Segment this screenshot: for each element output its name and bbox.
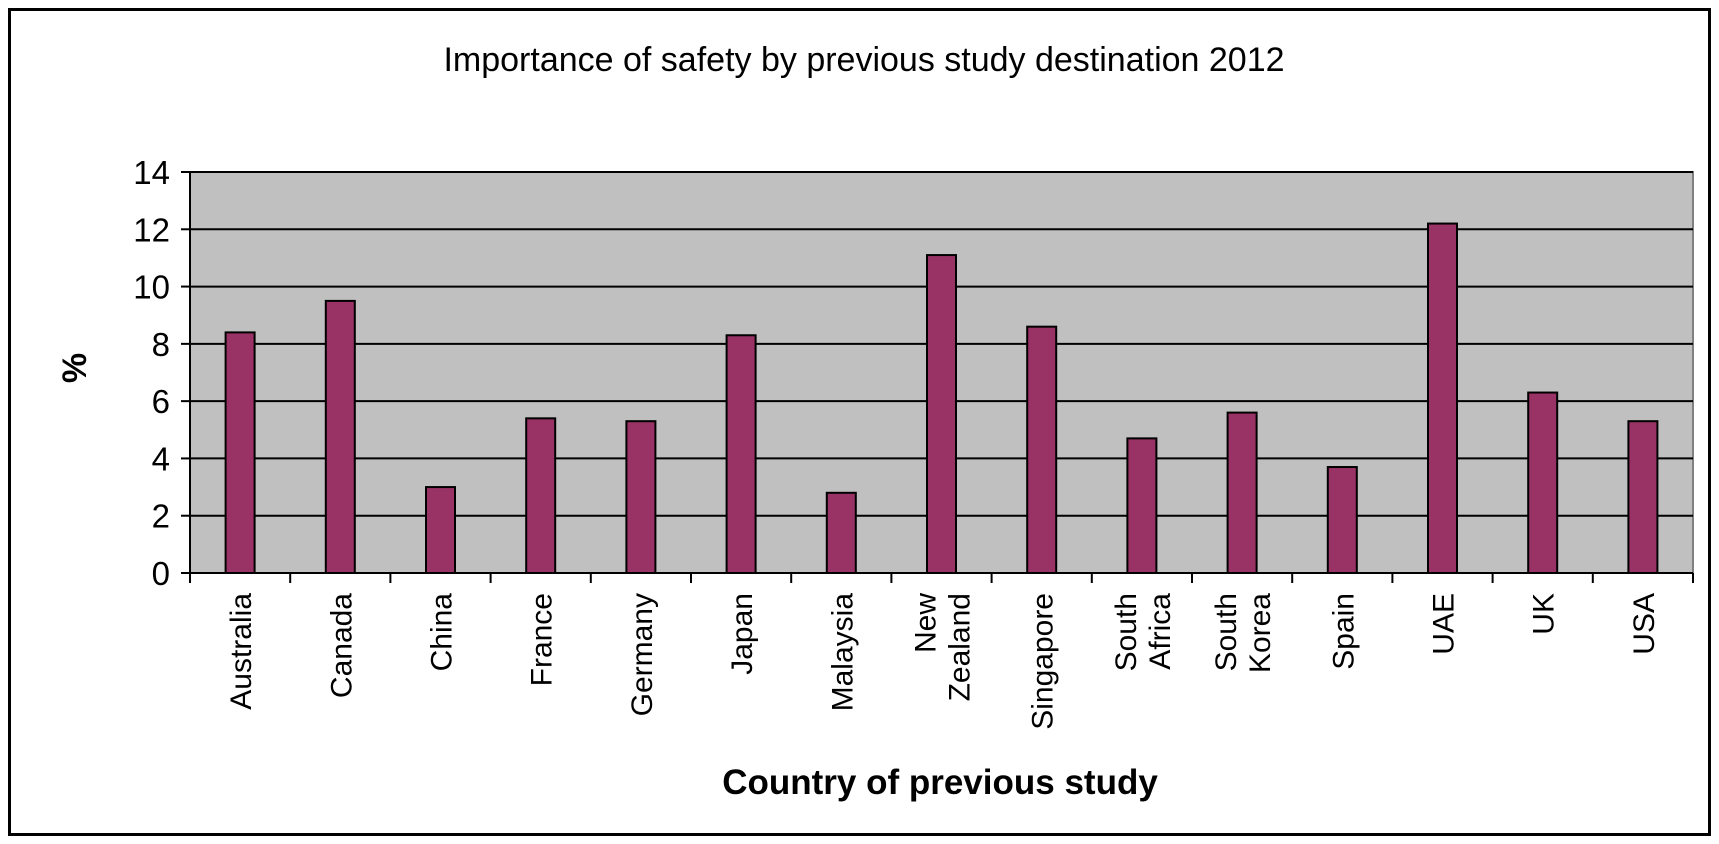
chart-title: Importance of safety by previous study d… [443, 41, 1284, 79]
y-tick-label: 8 [152, 326, 170, 363]
x-tick-label: South [1110, 593, 1143, 671]
x-tick-label: France [526, 593, 559, 686]
x-tick-label: Malaysia [826, 593, 859, 712]
y-tick-label: 0 [152, 555, 170, 592]
bar-uk [1527, 391, 1559, 574]
x-tick-label: Australia [225, 593, 258, 710]
x-tick-label: USA [1628, 593, 1661, 655]
x-tick-label: Zealand [944, 593, 977, 701]
y-tick-label: 14 [133, 154, 170, 191]
bar-new-zealand [926, 254, 957, 574]
bar-china [425, 486, 456, 575]
x-axis-ticks [189, 573, 1694, 583]
y-tick-label: 10 [133, 269, 170, 306]
x-tick-label: UK [1528, 593, 1561, 635]
bar-uae [1427, 222, 1458, 575]
bar-australia [224, 331, 256, 574]
x-tick-label: UAE [1428, 593, 1461, 655]
bar-france [525, 417, 557, 575]
x-tick-label: New [910, 593, 943, 653]
x-tick-label: South [1210, 593, 1243, 671]
bar-usa [1627, 420, 1659, 575]
y-tick-label: 4 [152, 440, 170, 477]
x-tick-label: Canada [325, 593, 358, 698]
bar-spain [1326, 466, 1358, 574]
y-axis-label: % [56, 353, 94, 383]
x-tick-label: Spain [1327, 593, 1360, 670]
y-tick-label: 12 [133, 211, 170, 248]
bars [224, 222, 1659, 575]
x-tick-label: Germany [626, 593, 659, 716]
bar-canada [324, 299, 356, 574]
x-tick-label: Korea [1244, 593, 1277, 673]
x-tick-label: Africa [1144, 593, 1177, 670]
x-tick-label: Japan [726, 593, 759, 675]
y-tick-label: 6 [152, 383, 170, 420]
bar-singapore [1026, 325, 1058, 574]
bar-germany [625, 420, 657, 575]
x-tick-label: China [426, 593, 459, 672]
y-axis-ticks: 0 2 4 6 8 10 12 14 [133, 154, 190, 592]
bar-japan [725, 334, 757, 574]
bar-malaysia [825, 491, 857, 574]
bar-south-africa [1126, 437, 1158, 574]
x-axis-tick-labels: Australia Canada China France Germany Japan Ma… [225, 593, 1661, 730]
y-tick-label: 2 [152, 498, 170, 535]
x-axis-label: Country of previous study [722, 763, 1158, 802]
bar-south-korea [1226, 411, 1258, 574]
x-tick-label: Singapore [1027, 593, 1060, 730]
